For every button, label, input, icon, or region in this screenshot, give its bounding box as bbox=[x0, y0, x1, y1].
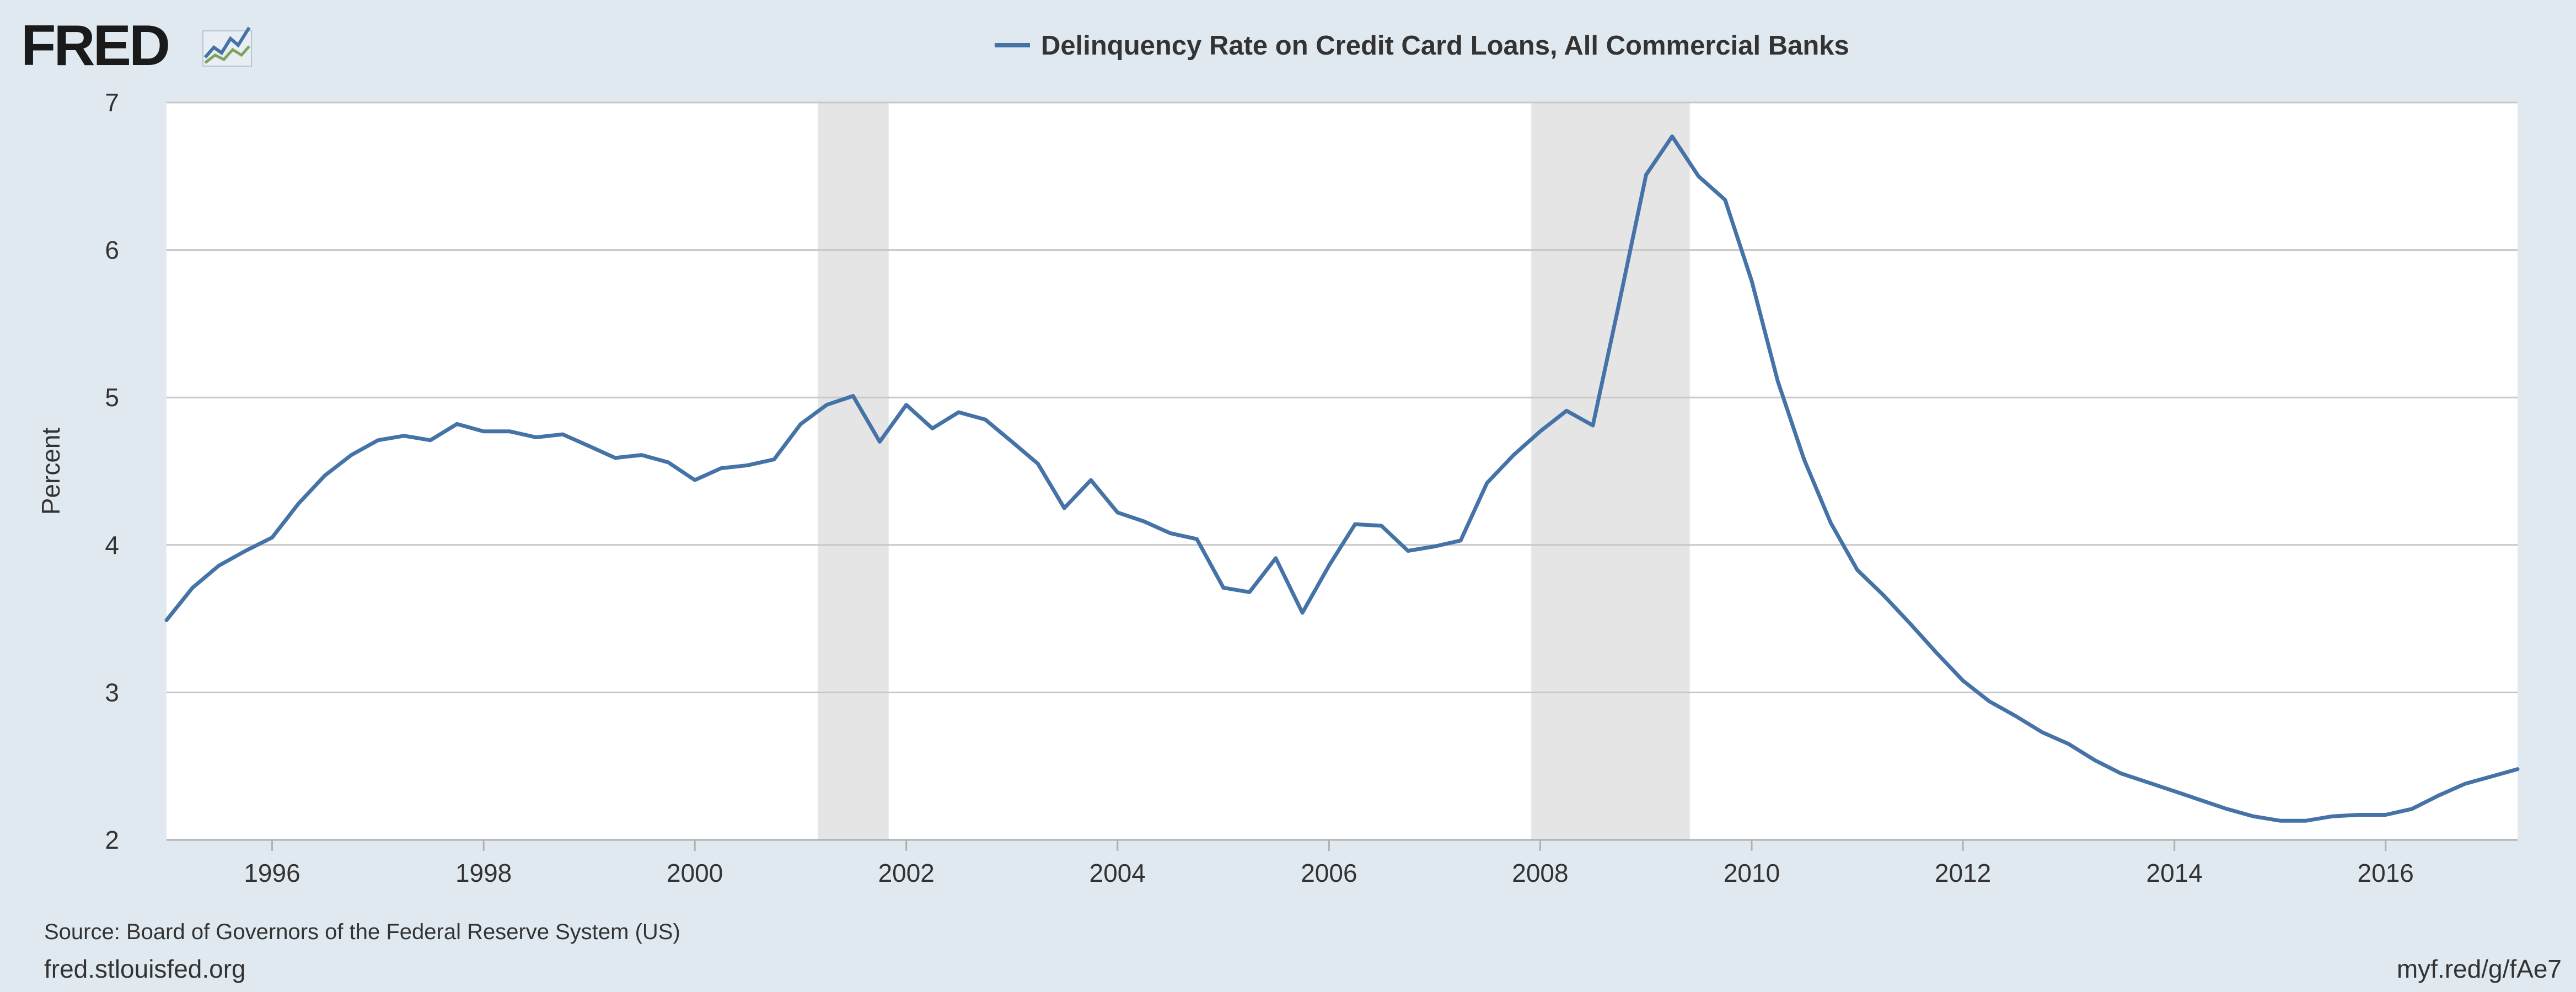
legend[interactable]: Delinquency Rate on Credit Card Loans, A… bbox=[995, 31, 1849, 61]
y-axis-label: Percent bbox=[36, 428, 65, 515]
legend-label: Delinquency Rate on Credit Card Loans, A… bbox=[1041, 31, 1849, 61]
y-tick-label: 5 bbox=[105, 383, 119, 412]
x-tick-label: 2004 bbox=[1090, 859, 1146, 887]
x-tick-label: 2000 bbox=[667, 859, 723, 887]
recession-bands bbox=[818, 103, 1690, 840]
series-line[interactable] bbox=[164, 134, 2520, 823]
source-text: Source: Board of Governors of the Federa… bbox=[44, 920, 680, 944]
y-tick-label: 4 bbox=[105, 531, 119, 559]
recession-band bbox=[818, 103, 889, 840]
y-axis-ticks: 2 3 4 5 6 7 bbox=[105, 88, 119, 854]
line-chart-icon bbox=[202, 26, 252, 67]
series-layer bbox=[164, 134, 2520, 823]
y-tick-label: 2 bbox=[105, 826, 119, 854]
y-tick-label: 6 bbox=[105, 236, 119, 265]
y-tick-label: 7 bbox=[105, 88, 119, 117]
short-link[interactable]: myf.red/g/fAe7 bbox=[2397, 955, 2562, 983]
x-tick-label: 2014 bbox=[2146, 859, 2202, 887]
fred-logo-text: FRED bbox=[21, 14, 168, 78]
x-tick-label: 1996 bbox=[244, 859, 300, 887]
y-tick-label: 3 bbox=[105, 678, 119, 707]
x-tick-label: 1998 bbox=[455, 859, 512, 887]
recession-band bbox=[1531, 103, 1690, 840]
x-tick-label: 2002 bbox=[878, 859, 935, 887]
x-tick-label: 2012 bbox=[1935, 859, 1991, 887]
x-tick-label: 2016 bbox=[2358, 859, 2414, 887]
x-tick-label: 2008 bbox=[1512, 859, 1568, 887]
plot-area bbox=[167, 103, 2518, 840]
x-axis-ticks: 1996 1998 2000 2002 2004 2006 2008 2010 2012 2014… bbox=[244, 840, 2414, 887]
x-tick-label: 2006 bbox=[1301, 859, 1357, 887]
x-tick-label: 2010 bbox=[1724, 859, 1780, 887]
fred-logo[interactable]: FRED bbox=[21, 14, 252, 78]
site-link[interactable]: fred.stlouisfed.org bbox=[44, 955, 246, 983]
